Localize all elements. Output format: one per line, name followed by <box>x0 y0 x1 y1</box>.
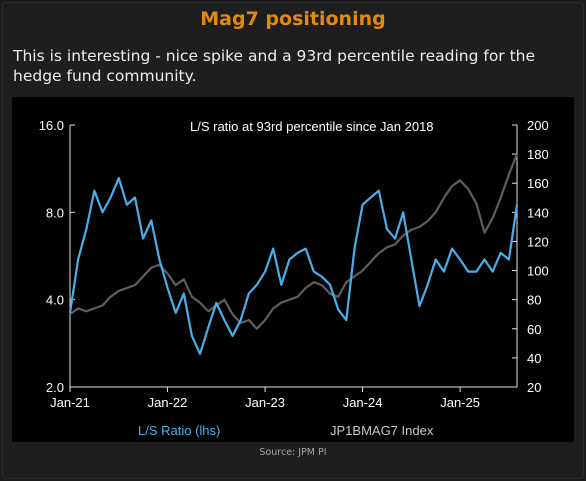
right-tick-label: 20 <box>527 380 541 395</box>
chart-panel: 2.0 4.0 8.0 16.0 20 40 60 80 100 120 140 160 180 200 J… <box>12 97 574 442</box>
x-tick-label: Jan-24 <box>343 395 383 410</box>
x-tick-label: Jan-25 <box>440 395 480 410</box>
left-tick-label: 4.0 <box>46 293 64 308</box>
x-tick-label: Jan-22 <box>148 395 188 410</box>
left-tick-label: 16.0 <box>39 118 64 133</box>
chart-labels: L/S ratio at 93rd percentile since Jan 2… <box>138 119 434 438</box>
right-tick-label: 120 <box>527 234 549 249</box>
x-tick-label: Jan-21 <box>50 395 90 410</box>
legend-ls-ratio: L/S Ratio (lhs) <box>138 423 220 438</box>
left-tick-label: 8.0 <box>46 205 64 220</box>
chart-series <box>68 153 519 355</box>
left-tick-label: 2.0 <box>46 380 64 395</box>
right-tick-label: 40 <box>527 351 541 366</box>
right-tick-label: 60 <box>527 322 541 337</box>
x-tick-label: Jan-23 <box>245 395 285 410</box>
right-tick-label: 80 <box>527 293 541 308</box>
ls-ratio-line <box>68 176 519 355</box>
chart-axes: 2.0 4.0 8.0 16.0 20 40 60 80 100 120 140 160 180 200 J… <box>39 118 549 410</box>
page-subtitle: This is interesting - nice spike and a 9… <box>13 47 536 85</box>
right-tick-label: 180 <box>527 147 549 162</box>
source-note: Source: JPM PI <box>259 447 327 458</box>
page-title: Mag7 positioning <box>200 8 386 30</box>
right-tick-label: 160 <box>527 176 549 191</box>
right-tick-label: 100 <box>527 264 549 279</box>
index-line <box>69 153 519 330</box>
legend-index: JP1BMAG7 Index <box>330 423 434 438</box>
chart-annotation: L/S ratio at 93rd percentile since Jan 2… <box>190 119 434 134</box>
right-tick-label: 140 <box>527 205 549 220</box>
chart-svg: 2.0 4.0 8.0 16.0 20 40 60 80 100 120 140 160 180 200 J… <box>39 118 549 438</box>
right-tick-label: 200 <box>527 118 549 133</box>
